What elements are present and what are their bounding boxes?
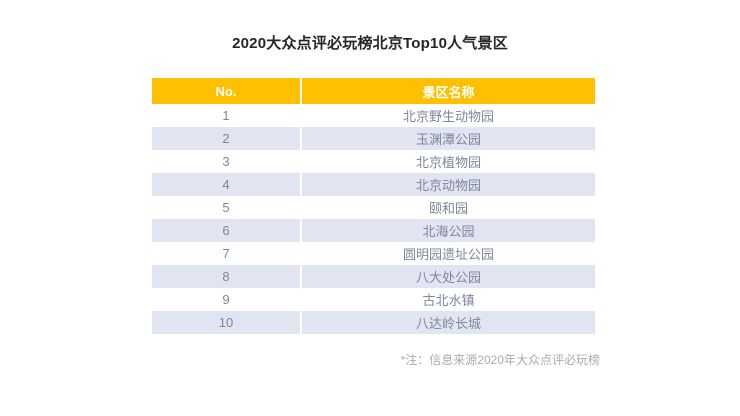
table-row: 1 北京野生动物园 [152, 104, 595, 127]
rank-cell: 9 [222, 292, 230, 307]
table-row: 8 八大处公园 [152, 265, 595, 288]
table-row: 10 八达岭长城 [152, 311, 595, 334]
name-cell: 颐和园 [300, 196, 595, 219]
table-header: No. 景区名称 [152, 78, 595, 104]
name-cell: 北京野生动物园 [300, 104, 595, 127]
ranking-table: No. 景区名称 1 北京野生动物园 2 玉渊潭公园 3 北京植物园 4 北京动… [152, 78, 595, 334]
page-title: 2020大众点评必玩榜北京Top10人气景区 [232, 35, 508, 52]
table-row: 4 北京动物园 [152, 173, 595, 196]
name-cell: 北京植物园 [300, 150, 595, 173]
rank-cell: 7 [222, 246, 230, 261]
rank-cell: 4 [152, 173, 301, 196]
table-row: 7 圆明园遗址公园 [152, 242, 595, 265]
source-footnote: *注：信息来源2020年大众点评必玩榜 [400, 353, 600, 367]
table-body: 1 北京野生动物园 2 玉渊潭公园 3 北京植物园 4 北京动物园 5 颐和园 … [152, 104, 595, 334]
name-cell: 八达岭长城 [300, 311, 595, 334]
table-row: 5 颐和园 [152, 196, 595, 219]
name-cell: 圆明园遗址公园 [300, 242, 595, 265]
name-cell: 北京动物园 [300, 173, 595, 196]
rank-cell: 3 [222, 154, 230, 169]
name-cell: 古北水镇 [300, 288, 595, 311]
column-header-no: No. [152, 78, 301, 104]
name-cell: 玉渊潭公园 [300, 127, 595, 150]
table-row: 6 北海公园 [152, 219, 595, 242]
rank-cell: 8 [152, 265, 301, 288]
table-row: 9 古北水镇 [152, 288, 595, 311]
column-header-name: 景区名称 [300, 78, 595, 104]
name-cell: 八大处公园 [300, 265, 595, 288]
name-cell: 北海公园 [300, 219, 595, 242]
table-row: 2 玉渊潭公园 [152, 127, 595, 150]
rank-cell: 10 [152, 311, 301, 334]
rank-cell: 5 [222, 200, 230, 215]
rank-cell: 1 [222, 108, 230, 123]
rank-cell: 2 [152, 127, 301, 150]
table-row: 3 北京植物园 [152, 150, 595, 173]
header-row: No. 景区名称 [152, 78, 595, 104]
rank-cell: 6 [152, 219, 301, 242]
